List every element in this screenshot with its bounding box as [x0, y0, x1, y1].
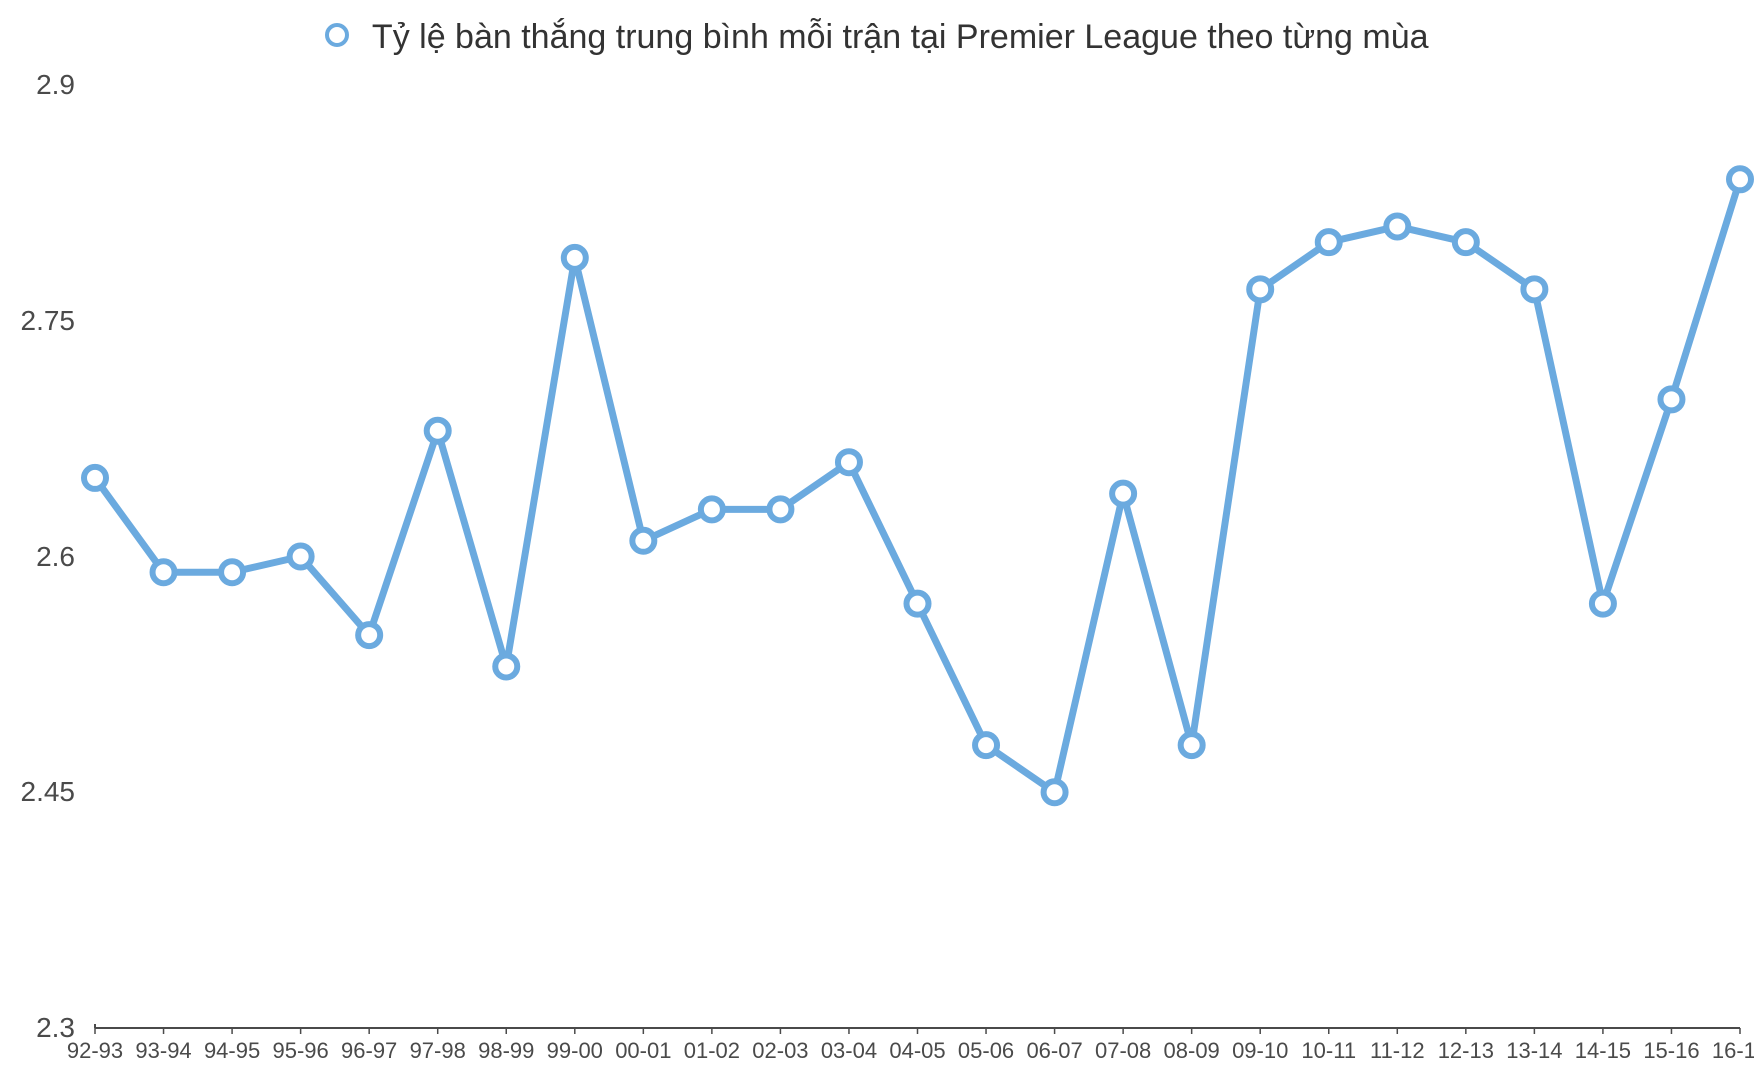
x-tick-label: 11-12 [1370, 1038, 1425, 1064]
data-point [1729, 168, 1751, 190]
x-tick-label: 95-96 [272, 1038, 328, 1064]
data-point [1386, 215, 1408, 237]
x-tick-label: 04-05 [889, 1038, 945, 1064]
x-tick-label: 05-06 [958, 1038, 1014, 1064]
x-tick-label: 13-14 [1506, 1038, 1562, 1064]
x-tick-label: 09-10 [1232, 1038, 1288, 1064]
x-tick-label: 92-93 [67, 1038, 123, 1064]
data-point [290, 546, 312, 568]
y-tick-label: 2.45 [0, 776, 75, 808]
data-point [1523, 278, 1545, 300]
data-point [1660, 388, 1682, 410]
y-tick-label: 2.75 [0, 305, 75, 337]
data-point [632, 530, 654, 552]
x-tick-label: 94-95 [204, 1038, 260, 1064]
x-tick-label: 03-04 [821, 1038, 877, 1064]
axes [95, 1024, 1740, 1034]
data-point [153, 561, 175, 583]
data-point [221, 561, 243, 583]
x-tick-label: 16-17 [1712, 1038, 1754, 1064]
data-point [1592, 593, 1614, 615]
x-tick-label: 01-02 [684, 1038, 740, 1064]
data-point [1249, 278, 1271, 300]
data-point [907, 593, 929, 615]
data-point [838, 451, 860, 473]
x-tick-label: 15-16 [1643, 1038, 1699, 1064]
data-point [1455, 231, 1477, 253]
x-tick-label: 93-94 [135, 1038, 191, 1064]
x-tick-label: 99-00 [547, 1038, 603, 1064]
data-point [358, 624, 380, 646]
x-tick-label: 10-11 [1301, 1038, 1356, 1064]
data-point [84, 467, 106, 489]
data-point [495, 656, 517, 678]
data-line [95, 179, 1740, 792]
x-tick-label: 97-98 [410, 1038, 466, 1064]
x-tick-label: 12-13 [1438, 1038, 1494, 1064]
data-point [1112, 483, 1134, 505]
x-tick-label: 06-07 [1026, 1038, 1082, 1064]
x-tick-label: 08-09 [1164, 1038, 1220, 1064]
x-tick-label: 00-01 [615, 1038, 671, 1064]
data-point [564, 247, 586, 269]
x-tick-label: 14-15 [1575, 1038, 1631, 1064]
data-point [769, 498, 791, 520]
data-point [701, 498, 723, 520]
x-tick-label: 98-99 [478, 1038, 534, 1064]
data-point [427, 420, 449, 442]
y-tick-label: 2.6 [0, 541, 75, 573]
x-tick-label: 96-97 [341, 1038, 397, 1064]
data-point [975, 734, 997, 756]
data-point [1318, 231, 1340, 253]
x-tick-label: 07-08 [1095, 1038, 1151, 1064]
chart-plot-svg [0, 0, 1754, 1076]
x-tick-label: 02-03 [752, 1038, 808, 1064]
data-point [1181, 734, 1203, 756]
data-point [1044, 781, 1066, 803]
chart-container: Tỷ lệ bàn thắng trung bình mỗi trận tại … [0, 0, 1754, 1076]
y-tick-label: 2.3 [0, 1012, 75, 1044]
y-tick-label: 2.9 [0, 69, 75, 101]
